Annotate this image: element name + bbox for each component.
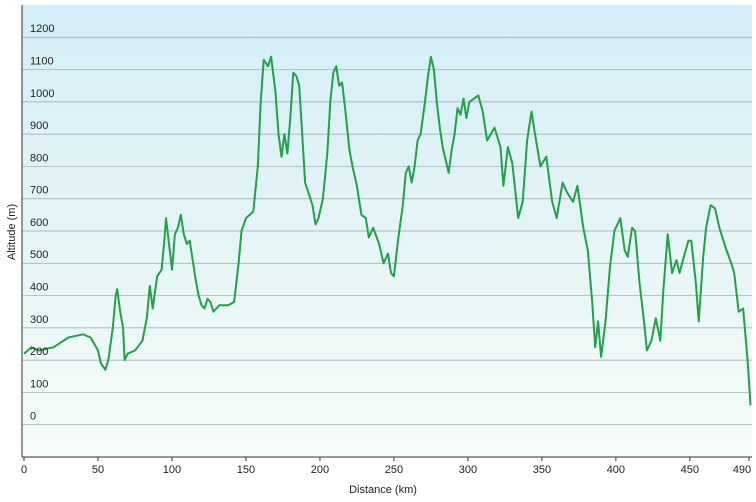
y-axis-title: Altitude (m) [6, 204, 18, 260]
altitude-line [23, 55, 752, 406]
x-tick-label: 250 [385, 464, 403, 476]
y-tick-label: 1000 [30, 88, 54, 100]
x-tick-label: 300 [459, 464, 477, 476]
x-tick-label: 0 [21, 464, 27, 476]
y-tick-label: 300 [30, 314, 48, 326]
x-tick-label: 450 [681, 464, 699, 476]
y-tick-label: 1100 [30, 55, 54, 67]
y-tick-label: 200 [30, 346, 48, 358]
x-tick-label: 200 [311, 464, 329, 476]
y-tick-label: 1200 [30, 23, 54, 35]
y-tick-label: 100 [30, 378, 48, 390]
marks [23, 55, 752, 406]
x-tick-label: 350 [533, 464, 551, 476]
y-tick-label: 0 [30, 411, 36, 423]
x-tick-label: 50 [92, 464, 104, 476]
y-tick-label: 900 [30, 120, 48, 132]
x-tick-label: 490 [733, 464, 751, 476]
y-tick-label: 400 [30, 281, 48, 293]
y-tick-label: 500 [30, 249, 48, 261]
y-tick-label: 800 [30, 152, 48, 164]
x-axis-title: Distance (km) [349, 484, 417, 496]
grid [22, 36, 752, 426]
x-tick-label: 400 [607, 464, 625, 476]
x-tick-label: 150 [237, 464, 255, 476]
x-tick-label: 100 [163, 464, 181, 476]
y-tick-label: 600 [30, 217, 48, 229]
y-tick-label: 700 [30, 185, 48, 197]
